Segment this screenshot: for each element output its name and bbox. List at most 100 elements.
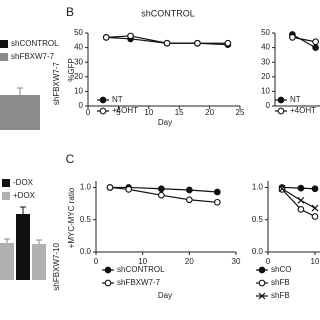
x-tick-label: 10 (311, 257, 320, 266)
data-marker (185, 186, 193, 194)
legend-label: NT (290, 95, 301, 104)
legend-marker (258, 266, 266, 274)
y-tick-label: 20 (74, 72, 83, 81)
data-marker (157, 191, 165, 199)
data-marker (312, 44, 319, 51)
y-tick-label: 50 (74, 28, 83, 37)
data-marker (106, 184, 114, 191)
legend-marker (277, 107, 285, 115)
y-tick-label: 30 (261, 57, 270, 66)
data-marker (213, 188, 221, 196)
data-marker (289, 34, 296, 41)
y-tick-label: 0.0 (252, 247, 264, 256)
chart-title: shCONTROL (141, 8, 195, 18)
legend-label: +4OHT (112, 106, 138, 115)
data-marker (297, 184, 305, 192)
x-axis-title: Day (158, 291, 172, 300)
data-marker (157, 185, 165, 193)
x-tick-label: 15 (175, 108, 184, 117)
panel-label: C (66, 152, 75, 166)
bar (32, 244, 46, 280)
legend-label: -DOX (13, 178, 34, 187)
x-tick-label: shFBXW7-7 (52, 61, 61, 105)
y-tick-label: 40 (261, 43, 270, 52)
data-marker (297, 206, 305, 213)
legend-marker (99, 96, 107, 104)
x-tick-label: 0 (86, 108, 91, 117)
marker-stroke (297, 196, 305, 204)
legend-label: +4OHT (290, 106, 316, 115)
data-marker (278, 185, 286, 193)
legend-swatch (2, 179, 10, 187)
data-marker (213, 198, 221, 206)
x-tick-label: 30 (232, 257, 241, 266)
bar (0, 243, 14, 280)
y-axis-title: %GFP (67, 58, 76, 82)
x-tick-label: 10 (144, 108, 153, 117)
data-marker (224, 39, 232, 47)
y-tick-label: 30 (74, 57, 83, 66)
data-marker (163, 39, 171, 47)
series-line (292, 33, 316, 49)
legend-label: shFB (271, 291, 290, 300)
y-tick-label: 50 (261, 28, 270, 37)
legend-label: shFBXW7-7 (117, 278, 161, 287)
legend-label: +DOX (13, 191, 36, 200)
panel-label: B (66, 5, 74, 19)
marker-stroke (278, 185, 286, 193)
data-marker (194, 39, 201, 47)
data-marker (311, 185, 319, 193)
legend-label: shFB (271, 278, 290, 287)
legend-label: shCO (271, 265, 291, 274)
legend-label: shFBXW7-7 (11, 52, 55, 61)
legend-label: shCONTROL (117, 265, 165, 274)
y-tick-label: 0 (79, 101, 84, 110)
x-tick-label: 0 (266, 257, 271, 266)
legend-marker (277, 96, 285, 104)
y-tick-label: 40 (74, 43, 83, 52)
x-tick-label: shFBXW7-10 (52, 242, 61, 290)
x-tick-label: 25 (236, 108, 245, 117)
y-tick-label: 20 (261, 72, 270, 81)
y-tick-label: 0.0 (80, 247, 92, 256)
legend-label: NT (112, 95, 123, 104)
y-axis-title: +MYC-MYC ratio (67, 187, 76, 248)
y-tick-label: 0 (266, 101, 271, 110)
y-tick-label: 1.0 (252, 183, 264, 192)
x-axis-title: Day (158, 118, 172, 127)
bar (0, 95, 40, 130)
x-tick-label: 20 (185, 257, 194, 266)
legend-marker (258, 292, 266, 300)
error-bar (4, 238, 10, 243)
legend-marker (104, 279, 112, 287)
legend-marker (104, 266, 112, 274)
data-marker (312, 38, 319, 46)
marker-stroke (311, 204, 319, 212)
x-tick-label: 5 (116, 108, 121, 117)
y-tick-label: 0.5 (252, 215, 264, 224)
error-bar (36, 239, 42, 244)
data-marker (185, 196, 193, 204)
x-tick-label: 20 (205, 108, 214, 117)
data-marker (125, 186, 133, 193)
legend-label: shCONTROL (11, 39, 59, 48)
data-marker (311, 213, 319, 220)
y-tick-label: 0.5 (80, 215, 92, 224)
x-tick-label: 0 (94, 257, 99, 266)
data-marker (127, 32, 134, 40)
legend-marker (99, 107, 107, 115)
error-bar (17, 87, 23, 95)
bar (16, 214, 30, 280)
legend-swatch (0, 40, 8, 48)
error-bar (20, 206, 26, 214)
x-tick-label: 10 (138, 257, 147, 266)
data-marker (311, 204, 319, 212)
legend-swatch (2, 192, 10, 200)
y-tick-label: 10 (261, 87, 270, 96)
data-marker (102, 34, 110, 41)
legend-swatch (0, 53, 8, 61)
y-tick-label: 1.0 (80, 183, 92, 192)
y-tick-label: 10 (74, 87, 83, 96)
